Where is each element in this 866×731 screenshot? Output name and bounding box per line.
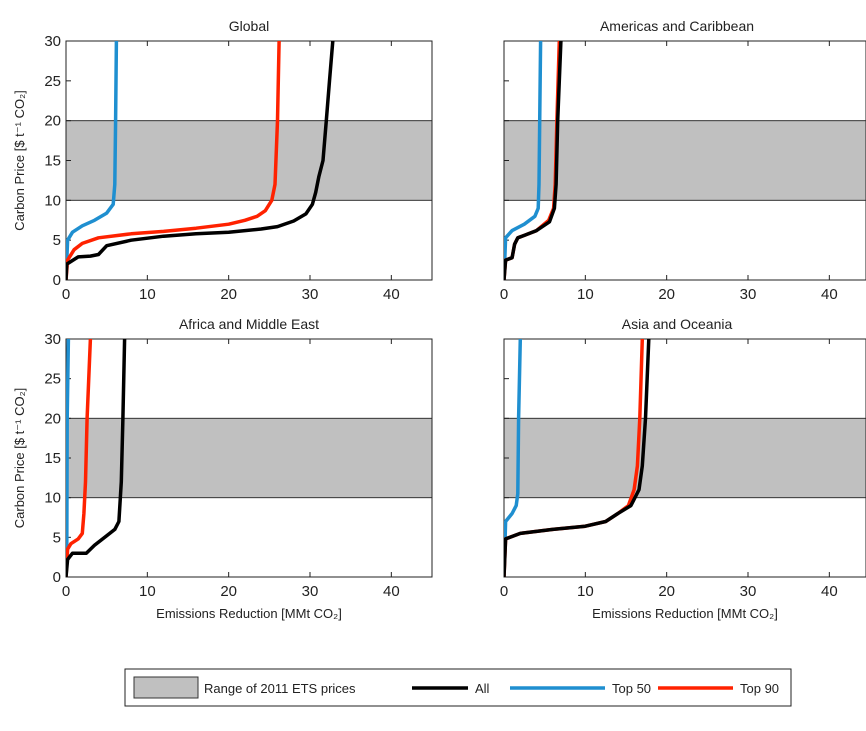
panel-0: 0 10 20 30 40 0 5 10 15 20 25 30 Global Carbon Price …: [12, 18, 433, 303]
panel-title: Americas and Caribbean: [600, 18, 754, 34]
panel-title: Africa and Middle East: [179, 316, 319, 332]
x-axis-label: Emissions Reduction [MMt CO₂]: [592, 606, 778, 621]
y-axis-label: Carbon Price [$ t⁻¹ CO₂]: [12, 388, 27, 529]
y-tick-label: 20: [44, 410, 61, 427]
x-tick-label: 20: [220, 286, 237, 303]
ets-price-band: [65, 120, 433, 201]
x-tick-label: 30: [302, 286, 319, 303]
x-tick-label: 30: [302, 583, 319, 600]
series-line-top50: [504, 41, 543, 280]
panel-2: 0 10 20 30 40 0 5 10 15 20 25 30 Africa and Middle E…: [12, 316, 433, 621]
series-line-top50: [66, 41, 119, 280]
series-line-top90: [66, 41, 281, 280]
panel-3: 0 10 20 30 40 Asia and Oceania Emissions Reduc…: [500, 316, 866, 621]
y-tick-label: 30: [44, 331, 61, 348]
series-line-top50: [504, 339, 523, 577]
panel-1: 0 10 20 30 40 Americas and Caribbean: [500, 18, 866, 303]
y-tick-label: 0: [53, 272, 61, 289]
series-line-all: [504, 41, 563, 280]
legend-swatch-band: [133, 676, 199, 699]
series-group: [504, 41, 563, 280]
y-tick-label: 10: [44, 490, 61, 507]
y-tick-label: 25: [44, 73, 61, 90]
legend-label-band: Range of 2011 ETS prices: [204, 681, 356, 696]
y-tick-label: 5: [53, 529, 61, 546]
y-tick-label: 5: [53, 232, 61, 249]
x-tick-label: 20: [658, 583, 675, 600]
x-axis-label: Emissions Reduction [MMt CO₂]: [156, 606, 342, 621]
series-line-top90: [66, 339, 93, 577]
x-tick-label: 40: [821, 286, 838, 303]
legend: Range of 2011 ETS prices All Top 50 Top 90: [124, 668, 792, 707]
panel-title: Asia and Oceania: [622, 316, 733, 332]
x-tick-label: 0: [62, 286, 70, 303]
x-tick-label: 20: [658, 286, 675, 303]
x-tick-label: 10: [577, 286, 594, 303]
series-line-top50: [66, 339, 71, 577]
series-group: [66, 339, 127, 577]
y-tick-label: 15: [44, 450, 61, 467]
x-tick-label: 10: [577, 583, 594, 600]
x-tick-label: 0: [500, 286, 508, 303]
x-tick-label: 40: [383, 286, 400, 303]
y-axis-label: Carbon Price [$ t⁻¹ CO₂]: [12, 90, 27, 231]
legend-label-top50: Top 50: [612, 681, 651, 696]
x-tick-label: 10: [139, 286, 156, 303]
x-tick-label: 40: [383, 583, 400, 600]
legend-label-all: All: [475, 681, 490, 696]
x-tick-label: 20: [220, 583, 237, 600]
y-tick-label: 10: [44, 192, 61, 209]
series-line-all: [66, 339, 127, 577]
x-tick-label: 0: [500, 583, 508, 600]
x-tick-label: 10: [139, 583, 156, 600]
x-tick-label: 0: [62, 583, 70, 600]
y-tick-label: 0: [53, 569, 61, 586]
series-line-all: [504, 339, 651, 577]
series-group: [504, 339, 651, 577]
ets-price-band: [65, 417, 433, 499]
y-tick-label: 15: [44, 153, 61, 170]
panel-title: Global: [229, 18, 269, 34]
series-group: [66, 41, 335, 280]
x-tick-label: 40: [821, 583, 838, 600]
series-line-all: [66, 41, 335, 280]
ets-price-band: [503, 417, 866, 499]
legend-label-top90: Top 90: [740, 681, 779, 696]
y-tick-label: 30: [44, 33, 61, 50]
x-tick-label: 30: [740, 286, 757, 303]
y-tick-label: 25: [44, 371, 61, 388]
y-tick-label: 20: [44, 113, 61, 130]
x-tick-label: 30: [740, 583, 757, 600]
